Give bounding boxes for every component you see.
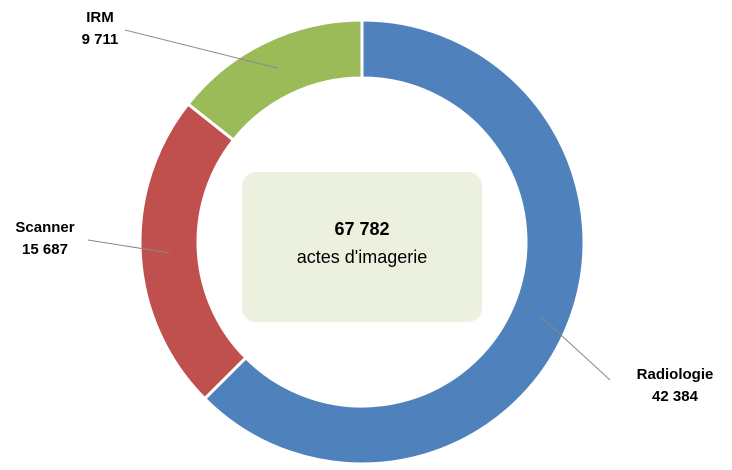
slice-value-label: 9 711 [82,31,119,48]
center-box [242,172,482,322]
slice-label: IRM [86,9,114,26]
leader-line [124,29,279,69]
slice-value-label: 42 384 [652,388,699,405]
donut-slice [138,101,248,401]
slice-value-label: 15 687 [22,241,68,258]
leader-line [87,239,170,254]
donut-slice [202,18,586,466]
slice-label: Scanner [15,219,74,236]
slice-label: Radiologie [637,366,714,383]
donut-slice [185,18,364,143]
leader-line [539,315,611,381]
center-caption: actes d'imagerie [297,247,428,267]
center-total: 67 782 [334,219,389,239]
